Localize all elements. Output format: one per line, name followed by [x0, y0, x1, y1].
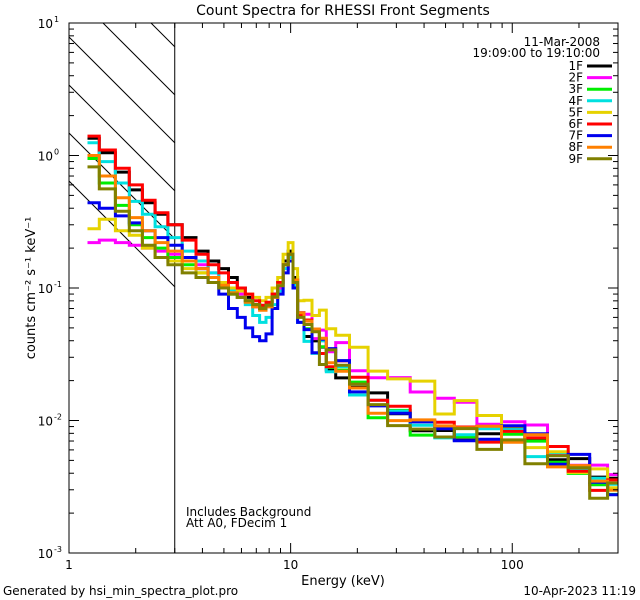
x-tick-label: 10 — [283, 558, 298, 572]
hatch-line — [69, 180, 176, 288]
legend-label-8f: 8F — [568, 140, 583, 154]
below-threshold-hatch — [69, 23, 176, 288]
annotation-attenuator: Att A0, FDecim 1 — [186, 516, 287, 530]
hatch-line — [69, 36, 176, 144]
plot-frame — [68, 22, 619, 554]
hatch-line — [102, 23, 176, 96]
chart-title: Count Spectra for RHESSI Front Segments — [196, 3, 490, 19]
y-tick-label: 10 — [38, 17, 53, 31]
y-tick-label: 10 — [38, 150, 53, 164]
x-axis-label: Energy (keV) — [301, 574, 385, 589]
y-axis-label: counts cm⁻² s⁻¹ keV⁻¹ — [24, 217, 39, 360]
series-3f — [87, 157, 618, 496]
legend-label-7f: 7F — [568, 129, 583, 143]
legend-label-6f: 6F — [568, 117, 583, 131]
x-tick-label: 100 — [501, 558, 524, 572]
y-tick-label: 10 — [38, 415, 53, 429]
footer-timestamp: 10-Apr-2023 11:19 — [523, 584, 636, 598]
x-tick-label: 1 — [65, 558, 73, 572]
legend-label-3f: 3F — [568, 82, 583, 96]
y-tick-exponent: -1 — [54, 280, 62, 289]
hatch-line — [69, 84, 176, 192]
series-9f — [87, 165, 618, 500]
y-tick-exponent: 0 — [54, 148, 59, 157]
y-tick-exponent: 1 — [54, 15, 59, 24]
hatch-line — [69, 132, 176, 240]
generated-by-label: Generated by hsi_min_spectra_plot.pro — [3, 584, 238, 598]
series-6f — [87, 134, 618, 492]
legend-label-5f: 5F — [568, 105, 583, 119]
y-tick-label: 10 — [38, 282, 53, 296]
series-1f — [87, 136, 618, 480]
legend-label-4f: 4F — [568, 94, 583, 108]
hatch-line — [150, 23, 176, 48]
annotation-background: Includes Background — [186, 505, 311, 519]
y-tick-exponent: -3 — [54, 545, 62, 554]
time-range-label: 19:09:00 to 19:10:00 — [473, 46, 600, 60]
y-tick-exponent: -2 — [54, 413, 62, 422]
legend-label-2f: 2F — [568, 71, 583, 85]
legend-label-1f: 1F — [568, 59, 583, 73]
date-label: 11-Mar-2008 — [524, 35, 600, 49]
legend-label-9f: 9F — [568, 152, 583, 166]
y-tick-label: 10 — [38, 547, 53, 561]
